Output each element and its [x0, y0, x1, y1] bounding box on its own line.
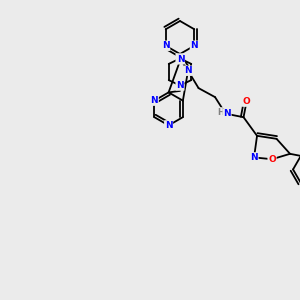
Text: N: N	[151, 96, 158, 105]
Text: N: N	[184, 66, 192, 75]
Text: N: N	[176, 54, 184, 63]
Text: N: N	[223, 109, 231, 118]
Text: N: N	[190, 41, 198, 50]
Text: O: O	[268, 155, 276, 164]
Text: O: O	[243, 97, 250, 106]
Text: N: N	[165, 121, 172, 130]
Text: N: N	[162, 41, 169, 50]
Text: N: N	[176, 81, 184, 90]
Text: N: N	[250, 153, 258, 162]
Text: H: H	[217, 108, 224, 117]
Text: N: N	[177, 55, 184, 64]
